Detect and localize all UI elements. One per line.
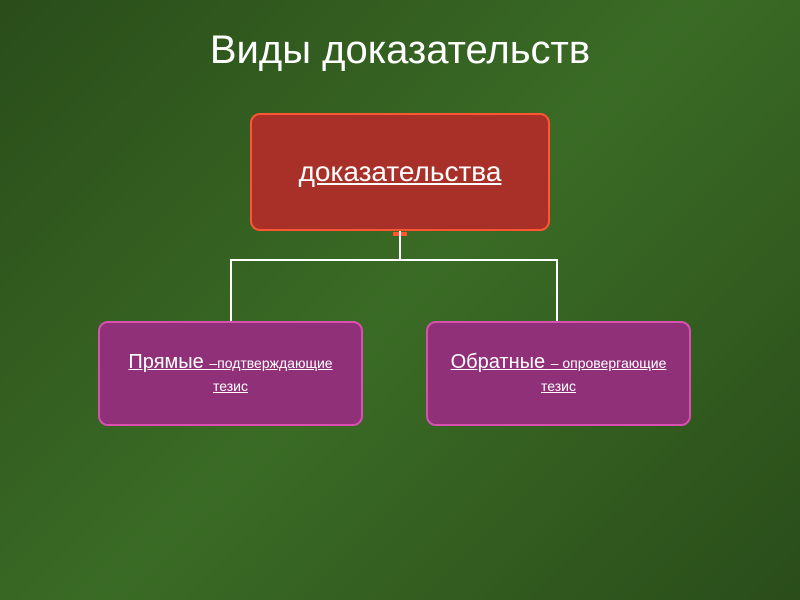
child-node-left: Прямые –подтверждающие тезис: [98, 321, 363, 426]
connector-vertical-right: [556, 259, 558, 321]
child-right-main-label: Обратные: [451, 351, 551, 373]
tree-diagram: доказательства Прямые –подтверждающие те…: [0, 113, 800, 513]
child-left-text: Прямые –подтверждающие тезис: [118, 348, 343, 398]
root-node: доказательства: [250, 113, 550, 231]
connector-vertical-root: [399, 231, 401, 261]
child-right-sub-label: – опровергающие тезис: [541, 355, 666, 394]
child-node-right: Обратные – опровергающие тезис: [426, 321, 691, 426]
connector-horizontal: [230, 259, 558, 261]
child-right-text: Обратные – опровергающие тезис: [446, 348, 671, 398]
root-label: доказательства: [299, 154, 502, 190]
child-left-sub-label: –подтверждающие тезис: [209, 355, 332, 394]
child-left-main-label: Прямые: [128, 351, 209, 373]
page-title: Виды доказательств: [0, 0, 800, 113]
connector-vertical-left: [230, 259, 232, 321]
